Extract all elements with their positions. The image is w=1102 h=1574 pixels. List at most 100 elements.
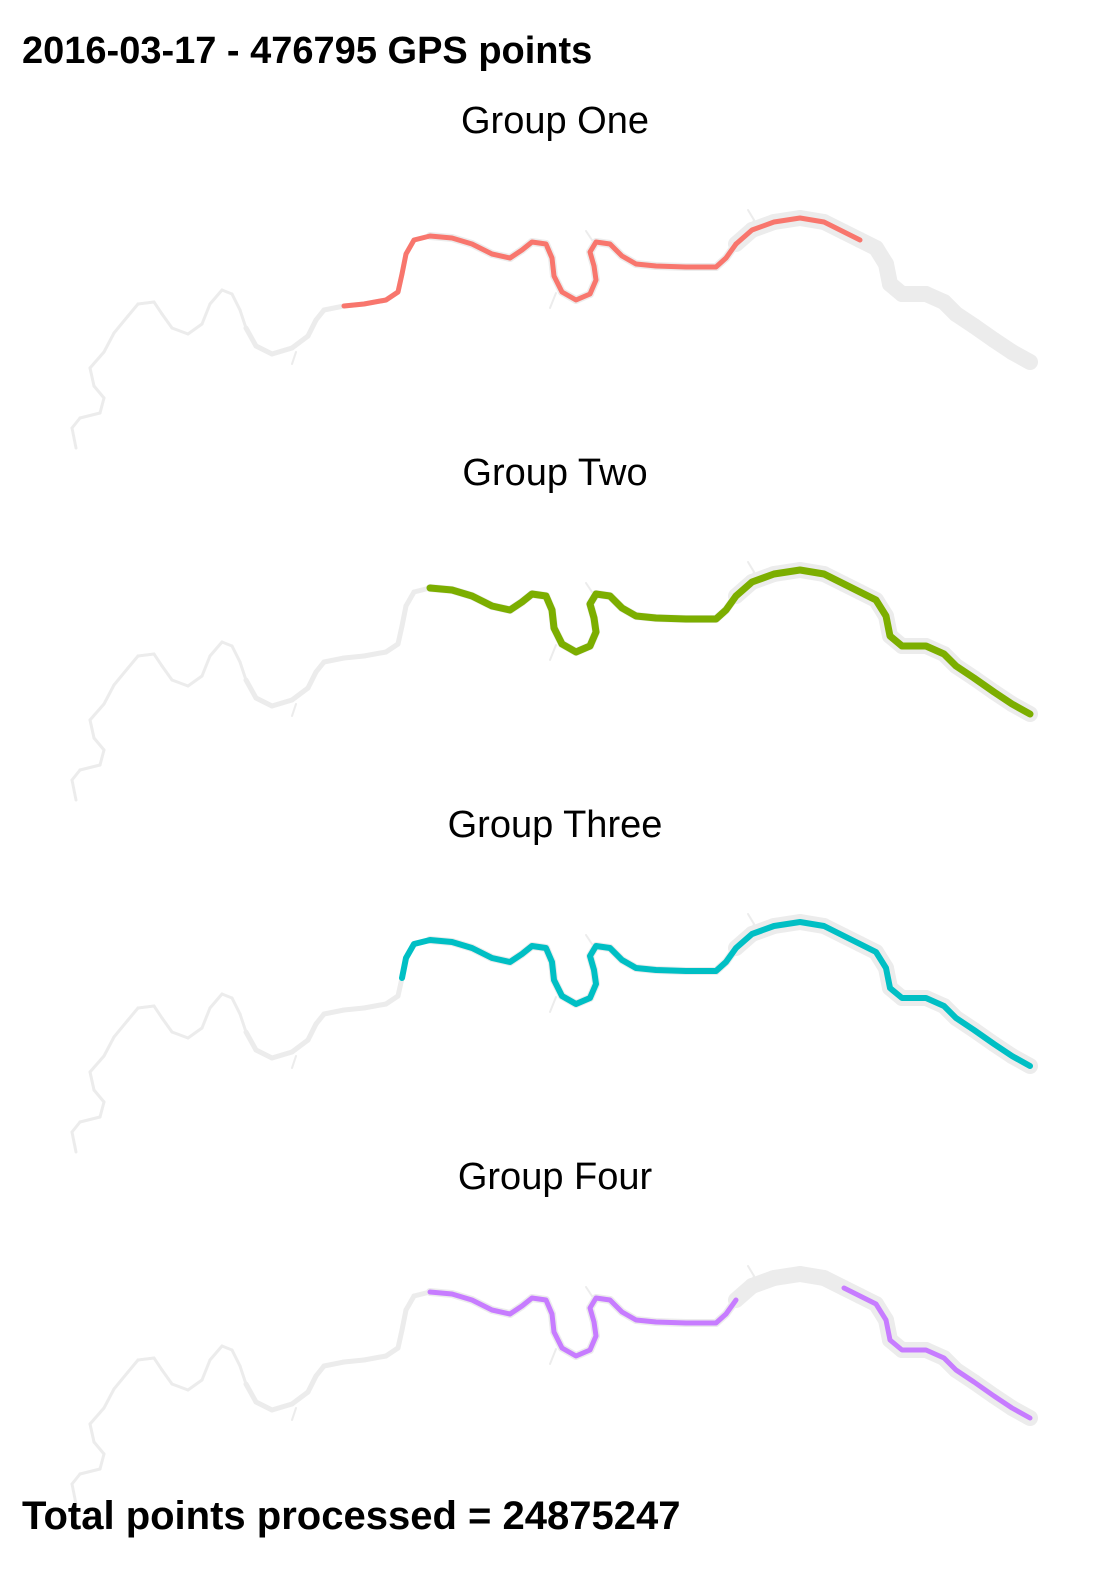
river-outline bbox=[269, 1401, 295, 1413]
river-outline bbox=[321, 1359, 347, 1369]
river-outline bbox=[230, 1348, 242, 1368]
river-outline bbox=[305, 317, 319, 339]
river-outline bbox=[126, 1006, 140, 1022]
river-outline bbox=[160, 664, 174, 682]
river-outline bbox=[243, 1029, 259, 1053]
river-outline bbox=[305, 1373, 319, 1395]
river-outline bbox=[152, 1356, 164, 1372]
river-outline bbox=[160, 1016, 174, 1034]
river-outline bbox=[78, 1467, 102, 1476]
river-outline bbox=[253, 1399, 275, 1413]
river-outline bbox=[220, 1344, 234, 1352]
river-outline bbox=[200, 1006, 212, 1030]
river-outline bbox=[238, 660, 248, 682]
gps-track bbox=[426, 566, 1034, 718]
panel-title: Group Three bbox=[447, 804, 663, 846]
river-outline bbox=[160, 1368, 174, 1386]
river-outline bbox=[160, 312, 174, 330]
river-outline bbox=[70, 1472, 82, 1486]
river-outline bbox=[269, 697, 295, 709]
river-outline bbox=[112, 314, 130, 335]
river-outline bbox=[126, 1358, 140, 1374]
river-outline bbox=[136, 1004, 156, 1010]
river-outline bbox=[98, 1452, 106, 1471]
river-outline bbox=[289, 1389, 311, 1407]
river-outline bbox=[88, 350, 106, 370]
river-outline bbox=[136, 652, 156, 658]
river-tributary bbox=[291, 1055, 297, 1069]
river-outline bbox=[399, 1307, 409, 1333]
river-outline bbox=[70, 416, 82, 430]
river-outline bbox=[70, 768, 82, 782]
river-outline bbox=[170, 1382, 190, 1392]
river-map bbox=[70, 209, 1038, 450]
river-tributary bbox=[549, 1348, 557, 1365]
river-outline bbox=[341, 1357, 367, 1365]
river-outline bbox=[112, 1018, 130, 1039]
river-outline bbox=[238, 1012, 248, 1034]
river-outline bbox=[92, 1088, 106, 1104]
river-outline bbox=[186, 322, 204, 336]
river-outline bbox=[136, 300, 156, 306]
river-outline bbox=[170, 678, 190, 688]
river-outline bbox=[152, 1004, 164, 1020]
river-outline bbox=[88, 1406, 106, 1426]
river-outline bbox=[88, 366, 96, 388]
river-outline bbox=[208, 640, 224, 658]
river-outline bbox=[238, 308, 248, 330]
river-outline bbox=[136, 1356, 156, 1362]
river-outline bbox=[92, 1440, 106, 1456]
river-outline bbox=[253, 1047, 275, 1061]
panel-title: Group One bbox=[461, 100, 649, 142]
river-outline bbox=[88, 702, 106, 722]
river-outline bbox=[403, 589, 417, 609]
river-outline bbox=[253, 695, 275, 709]
river-outline bbox=[170, 1030, 190, 1040]
river-outline bbox=[269, 345, 295, 357]
river-outline bbox=[238, 1364, 248, 1386]
river-outline bbox=[220, 288, 234, 296]
river-map bbox=[70, 1265, 1038, 1506]
gps-track bbox=[427, 1289, 739, 1359]
river-map bbox=[70, 561, 1038, 802]
river-outline bbox=[70, 426, 78, 450]
river-outline bbox=[98, 1100, 106, 1119]
river-outline bbox=[112, 666, 130, 687]
river-outline bbox=[243, 325, 259, 349]
river-outline bbox=[126, 302, 140, 318]
river-outline bbox=[1004, 344, 1038, 370]
river-outline bbox=[341, 1005, 367, 1013]
river-outline bbox=[152, 300, 164, 316]
panel-title: Group Four bbox=[457, 1156, 653, 1198]
river-outline bbox=[102, 683, 116, 706]
river-outline bbox=[220, 640, 234, 648]
river-outline bbox=[289, 333, 311, 351]
river-outline bbox=[200, 654, 212, 678]
river-outline bbox=[88, 1422, 96, 1444]
river-outline bbox=[88, 718, 96, 740]
river-outline bbox=[102, 331, 116, 354]
river-outline bbox=[321, 303, 347, 313]
river-outline bbox=[230, 644, 242, 664]
river-outline bbox=[361, 649, 389, 659]
river-outline bbox=[102, 1035, 116, 1058]
river-outline bbox=[186, 674, 204, 688]
river-outline bbox=[243, 1381, 259, 1405]
river-outline bbox=[305, 1021, 319, 1043]
river-outline bbox=[186, 1378, 204, 1392]
river-outline bbox=[341, 653, 367, 661]
river-outline bbox=[92, 736, 106, 752]
river-outline bbox=[243, 677, 259, 701]
river-tributary bbox=[549, 644, 557, 661]
river-outline bbox=[70, 1482, 78, 1506]
gps-track bbox=[341, 233, 739, 309]
river-outline bbox=[78, 763, 102, 772]
panel-group-four: Group Four bbox=[60, 1154, 1050, 1506]
panel-group-two: Group Two bbox=[60, 450, 1050, 802]
river-outline bbox=[269, 1049, 295, 1061]
river-outline bbox=[399, 603, 409, 629]
river-tributary bbox=[291, 351, 297, 365]
river-outline bbox=[321, 655, 347, 665]
river-tributary bbox=[291, 703, 297, 717]
river-outline bbox=[289, 1037, 311, 1055]
